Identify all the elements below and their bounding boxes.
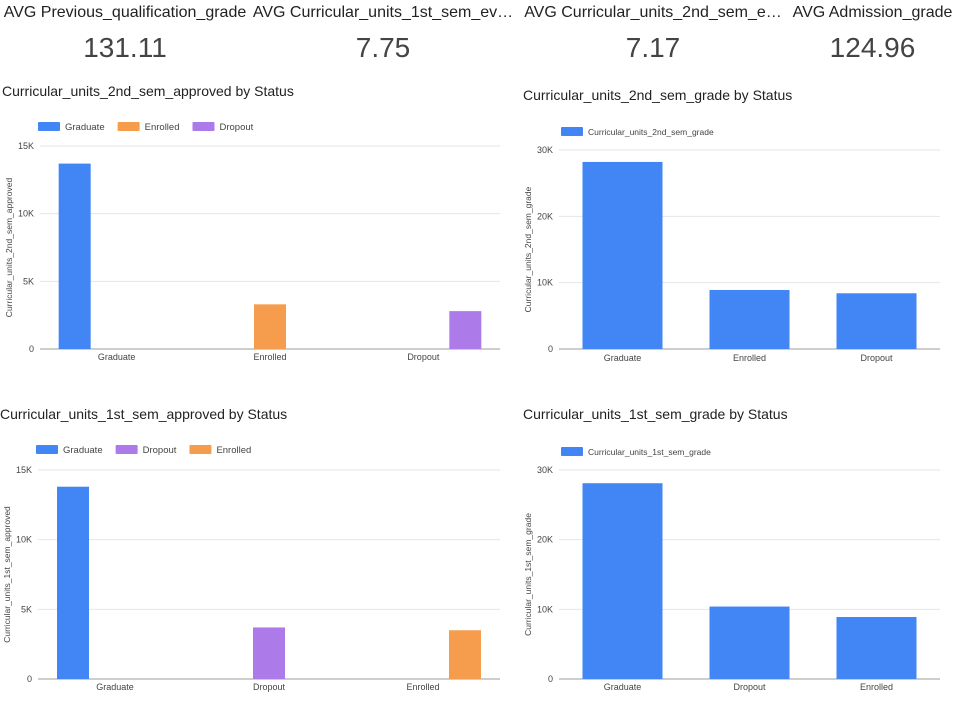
- scorecard-value: 7.17: [625, 32, 681, 63]
- y-tick-label: 5K: [21, 604, 32, 614]
- x-tick-label: Graduate: [604, 682, 642, 692]
- y-axis-title: Curricular_units_1st_sem_approved: [2, 506, 12, 643]
- scorecard-label: AVG Admission_grade: [792, 4, 953, 21]
- scorecard-label: AVG Previous_qualification_grade: [3, 4, 247, 21]
- scorecard-1st-sem-evaluations[interactable]: AVG Curricular_units_1st_sem_ev… 7.75: [252, 0, 514, 70]
- bar-graduate: [582, 483, 663, 679]
- legend-swatch: [561, 127, 583, 136]
- y-tick-label: 0: [29, 344, 34, 354]
- bar-dropout: [836, 293, 917, 349]
- scorecard-value: 131.11: [83, 32, 167, 63]
- legend-swatch: [117, 122, 140, 131]
- legend-swatch: [189, 445, 212, 454]
- y-tick-label: 10K: [537, 278, 553, 288]
- bar-graduate: [58, 163, 91, 349]
- y-tick-label: 20K: [537, 535, 553, 545]
- x-tick-label: Dropout: [407, 352, 440, 362]
- chart-1st-sem-grade[interactable]: 0 10K 20K 30K Curricular_units_1st_sem_grade…: [519, 434, 949, 700]
- x-tick-label: Dropout: [733, 682, 766, 692]
- scorecard-2nd-sem-evaluations[interactable]: AVG Curricular_units_2nd_sem_e… 7.17: [522, 0, 784, 70]
- y-tick-label: 20K: [537, 211, 553, 221]
- y-tick-label: 0: [27, 674, 32, 684]
- y-tick-label: 10K: [18, 209, 34, 219]
- chart-2nd-sem-approved[interactable]: 0 5K 10K 15K Curricular_units_2nd_sem_approv…: [0, 110, 505, 370]
- chart-title-2nd-sem-grade: Curricular_units_2nd_sem_grade by Status: [523, 87, 793, 103]
- bar-enrolled: [709, 289, 790, 349]
- legend-label: Curricular_units_2nd_sem_grade: [588, 127, 714, 137]
- x-tick-label: Dropout: [860, 353, 893, 363]
- bar-graduate: [582, 161, 663, 349]
- y-tick-label: 0: [548, 674, 553, 684]
- chart-2nd-sem-grade[interactable]: 0 10K 20K 30K Curricular_units_2nd_sem_grade…: [519, 115, 949, 370]
- y-tick-label: 0: [548, 344, 553, 354]
- bar-enrolled: [836, 616, 917, 679]
- legend-label: Enrolled: [216, 445, 251, 456]
- x-tick-label: Enrolled: [860, 682, 893, 692]
- y-axis-title: Curricular_units_2nd_sem_grade: [523, 186, 533, 312]
- y-tick-label: 30K: [537, 465, 553, 475]
- chart-1st-sem-approved[interactable]: 0 5K 10K 15K Curricular_units_1st_sem_approv…: [0, 434, 505, 700]
- x-tick-label: Enrolled: [253, 352, 286, 362]
- scorecard-value: 124.96: [829, 32, 916, 63]
- legend-label: Graduate: [63, 445, 103, 456]
- chart-title-2nd-sem-approved: Curricular_units_2nd_sem_approved by Sta…: [2, 83, 294, 99]
- legend-swatch: [38, 122, 60, 131]
- legend-label: Curricular_units_1st_sem_grade: [588, 447, 711, 457]
- y-tick-label: 5K: [23, 276, 34, 286]
- legend-label: Graduate: [65, 122, 105, 133]
- legend-label: Enrolled: [145, 122, 180, 133]
- bar-enrolled: [254, 304, 286, 349]
- y-tick-label: 15K: [16, 465, 32, 475]
- bar-graduate: [57, 486, 89, 679]
- y-tick-label: 10K: [537, 604, 553, 614]
- bar-dropout: [449, 311, 482, 349]
- legend-swatch: [561, 447, 583, 456]
- scorecard-label: AVG Curricular_units_2nd_sem_e…: [524, 4, 782, 21]
- x-tick-label: Enrolled: [406, 682, 439, 692]
- legend-label: Dropout: [143, 445, 177, 456]
- chart-title-1st-sem-approved: Curricular_units_1st_sem_approved by Sta…: [0, 406, 288, 422]
- x-tick-label: Graduate: [604, 353, 642, 363]
- bar-dropout: [709, 606, 790, 679]
- x-tick-label: Enrolled: [733, 353, 766, 363]
- legend-swatch: [192, 122, 215, 131]
- y-tick-label: 30K: [537, 145, 553, 155]
- bar-enrolled: [449, 630, 481, 679]
- scorecard-prev-qualification[interactable]: AVG Previous_qualification_grade 131.11: [0, 0, 250, 70]
- legend-swatch: [36, 445, 58, 454]
- x-tick-label: Graduate: [96, 682, 134, 692]
- legend-swatch: [115, 445, 138, 454]
- chart-title-1st-sem-grade: Curricular_units_1st_sem_grade by Status: [523, 406, 788, 422]
- x-tick-label: Dropout: [253, 682, 286, 692]
- y-tick-label: 10K: [16, 535, 32, 545]
- x-tick-label: Graduate: [98, 352, 136, 362]
- y-tick-label: 15K: [18, 141, 34, 151]
- bar-dropout: [253, 627, 285, 679]
- scorecard-admission-grade[interactable]: AVG Admission_grade 124.96: [792, 0, 953, 70]
- legend-label: Dropout: [219, 122, 253, 133]
- scorecard-label: AVG Curricular_units_1st_sem_ev…: [252, 4, 514, 21]
- scorecard-value: 7.75: [355, 32, 411, 63]
- y-axis-title: Curricular_units_1st_sem_grade: [523, 513, 533, 636]
- y-axis-title: Curricular_units_2nd_sem_approved: [4, 178, 14, 318]
